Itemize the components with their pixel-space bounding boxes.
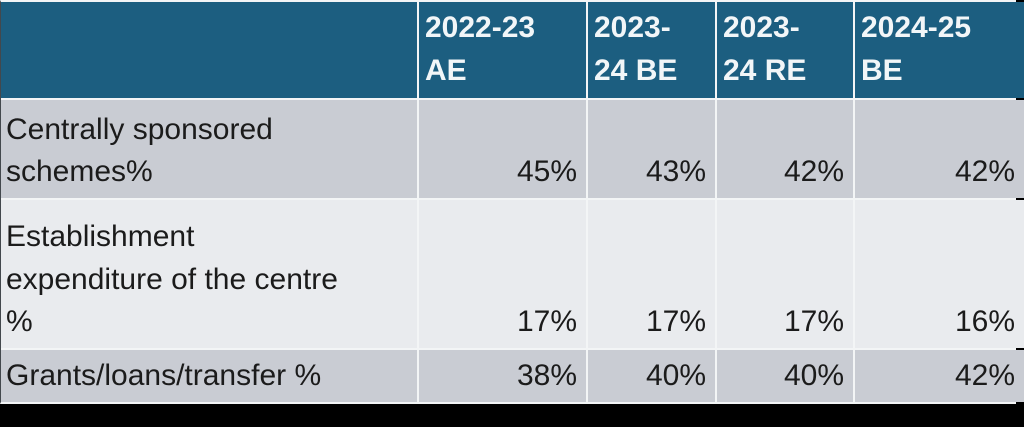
value-est-2023-24-re: 17%	[717, 200, 853, 348]
value-est-2022-23-ae: 17%	[419, 200, 586, 348]
value-glt-2023-24-re: 40%	[717, 350, 853, 402]
value-glt-2024-25-be: 42%	[855, 350, 1024, 402]
value-glt-2023-24-be: 40%	[588, 350, 715, 402]
header-cell-2023-24-re: 2023- 24 RE	[717, 2, 853, 98]
header-cell-2022-23-ae: 2022-23 AE	[419, 2, 586, 98]
row-label-grants-loans-transfer: Grants/loans/transfer %	[1, 350, 417, 402]
value-css-2023-24-be: 43%	[588, 100, 715, 198]
row-label-centrally-sponsored-schemes: Centrally sponsored schemes%	[1, 100, 417, 198]
value-css-2022-23-ae: 45%	[419, 100, 586, 198]
value-css-2024-25-be: 42%	[855, 100, 1024, 198]
value-est-2023-24-be: 17%	[588, 200, 715, 348]
header-corner-cell	[1, 2, 417, 98]
value-css-2023-24-re: 42%	[717, 100, 853, 198]
expenditure-share-table: 2022-23 AE 2023- 24 BE 2023- 24 RE 2024-…	[0, 0, 1024, 404]
bottom-letterbox	[0, 404, 1024, 427]
row-label-establishment-expenditure: Establishment expenditure of the centre …	[1, 200, 417, 348]
header-cell-2024-25-be: 2024-25 BE	[855, 2, 1024, 98]
header-cell-2023-24-be: 2023- 24 BE	[588, 2, 715, 98]
value-glt-2022-23-ae: 38%	[419, 350, 586, 402]
value-est-2024-25-be: 16%	[855, 200, 1024, 348]
